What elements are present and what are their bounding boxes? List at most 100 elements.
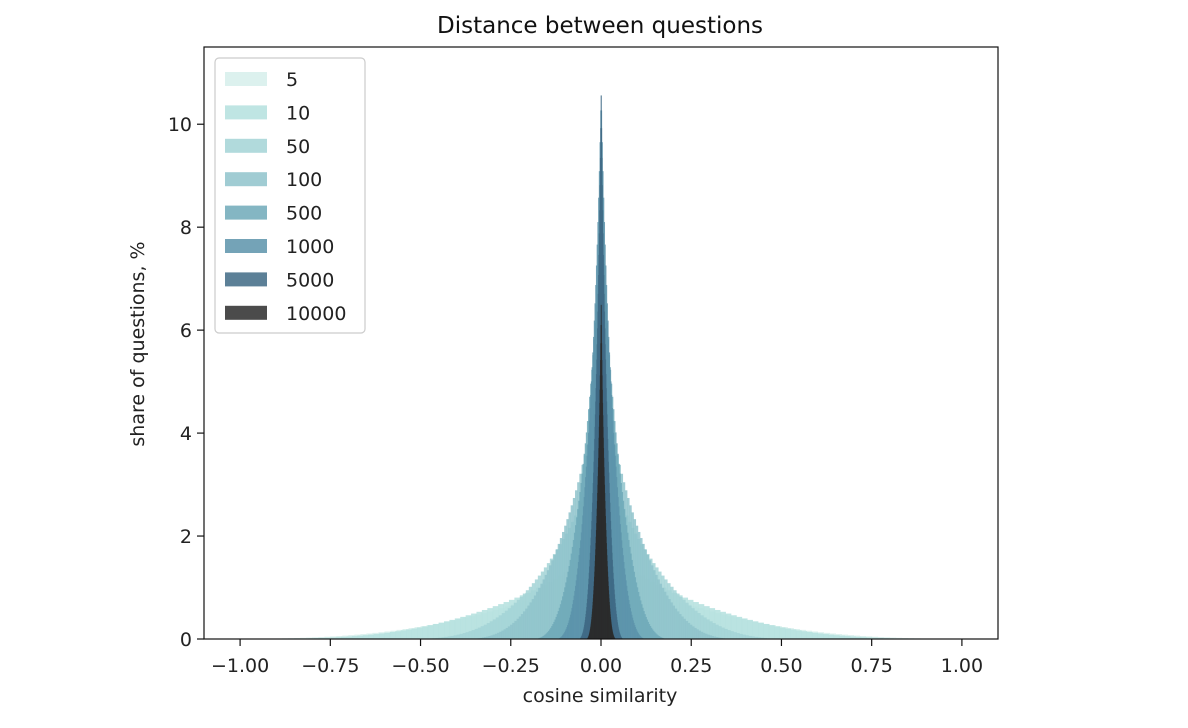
histogram-bar bbox=[561, 636, 563, 639]
legend-swatch bbox=[225, 305, 267, 320]
histogram-bar bbox=[637, 633, 639, 639]
histogram-bar bbox=[335, 637, 342, 639]
histogram-bar bbox=[552, 624, 554, 639]
histogram-bar bbox=[507, 626, 511, 639]
histogram-bar bbox=[636, 587, 639, 639]
histogram-bar bbox=[621, 547, 624, 639]
histogram-bar bbox=[476, 611, 483, 639]
histogram-bar bbox=[741, 618, 748, 639]
histogram-bar bbox=[631, 559, 633, 639]
histogram-bar bbox=[754, 636, 758, 639]
histogram-bar bbox=[627, 595, 629, 639]
legend-entry: 100 bbox=[286, 169, 322, 191]
histogram-bar bbox=[488, 635, 491, 639]
histogram-bar bbox=[555, 549, 559, 639]
histogram-bar bbox=[642, 607, 644, 639]
histogram-bar bbox=[889, 637, 897, 639]
histogram-bar bbox=[637, 591, 640, 639]
y-axis-label: share of questions, % bbox=[127, 241, 149, 446]
histogram-bar bbox=[712, 623, 716, 639]
histogram-bar bbox=[634, 625, 636, 639]
histogram-bar bbox=[763, 623, 770, 639]
histogram-bar bbox=[450, 635, 455, 639]
histogram-bar bbox=[724, 628, 728, 639]
legend-entry: 5 bbox=[286, 69, 298, 91]
histogram-bar bbox=[672, 605, 676, 639]
histogram-bar bbox=[459, 633, 464, 639]
histogram-bar bbox=[718, 626, 722, 639]
histogram-bar bbox=[556, 614, 559, 639]
histogram-bar bbox=[615, 466, 617, 639]
histogram-bar bbox=[657, 579, 660, 639]
histogram-bar bbox=[674, 608, 678, 639]
histogram-bar bbox=[628, 539, 630, 639]
histogram-bar bbox=[633, 622, 635, 639]
histogram-bar bbox=[715, 624, 719, 639]
histogram-bar bbox=[687, 622, 691, 639]
histogram-bar bbox=[644, 614, 646, 639]
histogram-bar bbox=[779, 627, 786, 639]
histogram-bar bbox=[480, 626, 485, 639]
histogram-bar bbox=[568, 565, 571, 639]
histogram-bar bbox=[567, 625, 569, 639]
histogram-bar bbox=[503, 629, 507, 639]
histogram-bar bbox=[583, 497, 585, 639]
histogram-bar bbox=[660, 637, 663, 639]
histogram-bar bbox=[498, 615, 503, 639]
histogram-bar bbox=[590, 394, 592, 639]
histogram-bar bbox=[646, 555, 650, 639]
histogram-bar bbox=[588, 432, 590, 639]
histogram-bar bbox=[619, 515, 621, 639]
histogram-bar bbox=[801, 631, 808, 639]
histogram-bar bbox=[714, 609, 721, 639]
histogram-bar bbox=[697, 613, 701, 639]
histogram-bar bbox=[659, 636, 661, 639]
histogram-bar bbox=[654, 632, 656, 639]
histogram-bar bbox=[572, 604, 574, 639]
histogram-bar bbox=[757, 637, 761, 639]
histogram-bar bbox=[416, 627, 423, 639]
histogram-bar bbox=[626, 532, 629, 639]
histogram-bar bbox=[702, 632, 706, 639]
histogram-bar bbox=[567, 571, 569, 639]
histogram-bar bbox=[635, 628, 637, 639]
histogram-bar bbox=[652, 570, 656, 639]
histogram-bar bbox=[812, 632, 818, 639]
histogram-bar bbox=[557, 543, 561, 639]
legend: 5 10 50 100 500 1000 5000 10000 bbox=[214, 57, 366, 334]
legend-entry: 5000 bbox=[286, 269, 334, 291]
histogram-bar bbox=[747, 619, 753, 639]
histogram-bar bbox=[512, 622, 515, 639]
histogram-bar bbox=[562, 531, 565, 639]
histogram-bar bbox=[619, 524, 621, 639]
histogram-bar bbox=[456, 634, 461, 639]
histogram-bar bbox=[471, 613, 477, 639]
histogram-bar bbox=[646, 619, 648, 639]
histogram-bar bbox=[562, 634, 564, 639]
histogram-bar bbox=[839, 635, 846, 639]
histogram-bar bbox=[659, 583, 663, 639]
histogram-bar bbox=[525, 608, 528, 639]
histogram-bar bbox=[582, 506, 585, 639]
histogram-bar bbox=[570, 611, 572, 639]
histogram-bar bbox=[465, 615, 472, 639]
histogram-bar bbox=[395, 631, 402, 639]
histogram-bar bbox=[637, 531, 641, 639]
histogram-bar bbox=[657, 635, 659, 639]
histogram-bar bbox=[566, 577, 568, 639]
histogram-bar bbox=[531, 599, 535, 639]
histogram-bar bbox=[389, 632, 396, 639]
histogram-bar bbox=[768, 625, 775, 639]
histogram-bar bbox=[616, 477, 618, 639]
histogram-bar bbox=[730, 631, 734, 639]
histogram-bar bbox=[689, 624, 693, 639]
histogram-bar bbox=[698, 630, 702, 639]
legend-swatch bbox=[225, 272, 267, 287]
histogram-bar bbox=[670, 602, 673, 639]
histogram-bar bbox=[510, 624, 513, 639]
histogram-bar bbox=[691, 626, 695, 639]
histogram-bar bbox=[635, 525, 639, 639]
histogram-bar bbox=[630, 553, 632, 639]
histogram-bar bbox=[629, 604, 631, 639]
